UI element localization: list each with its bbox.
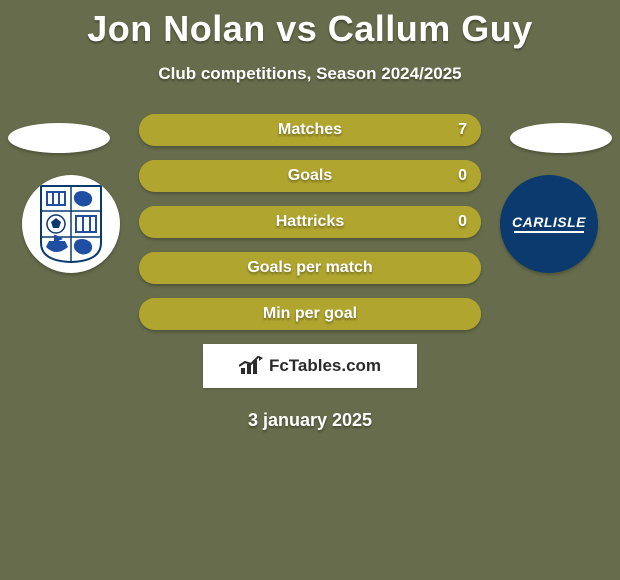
stat-label: Hattricks <box>139 213 481 231</box>
tranmere-rovers-crest-icon <box>40 185 102 263</box>
player-photo-left <box>8 123 110 153</box>
stat-label: Goals per match <box>139 259 481 277</box>
club-badge-right: Carlisle <box>500 175 598 273</box>
club-badge-left <box>22 175 120 273</box>
subtitle: Club competitions, Season 2024/2025 <box>0 64 620 84</box>
stat-row: Matches7 <box>139 114 481 146</box>
date: 3 january 2025 <box>0 410 620 431</box>
watermark[interactable]: FcTables.com <box>203 344 417 388</box>
chart-bar-icon <box>239 356 265 376</box>
stat-label: Matches <box>139 121 481 139</box>
stat-row: Hattricks0 <box>139 206 481 238</box>
stat-row: Min per goal <box>139 298 481 330</box>
stat-value-right: 7 <box>458 121 467 139</box>
stat-value-right: 0 <box>458 167 467 185</box>
stats-container: Matches7Goals0Hattricks0Goals per matchM… <box>139 114 481 330</box>
player-photo-right <box>510 123 612 153</box>
page-title: Jon Nolan vs Callum Guy <box>0 0 620 50</box>
stat-row: Goals0 <box>139 160 481 192</box>
stat-label: Goals <box>139 167 481 185</box>
stat-value-right: 0 <box>458 213 467 231</box>
carlisle-logo-icon: Carlisle <box>512 215 586 233</box>
stat-label: Min per goal <box>139 305 481 323</box>
stat-row: Goals per match <box>139 252 481 284</box>
watermark-text: FcTables.com <box>269 356 381 376</box>
